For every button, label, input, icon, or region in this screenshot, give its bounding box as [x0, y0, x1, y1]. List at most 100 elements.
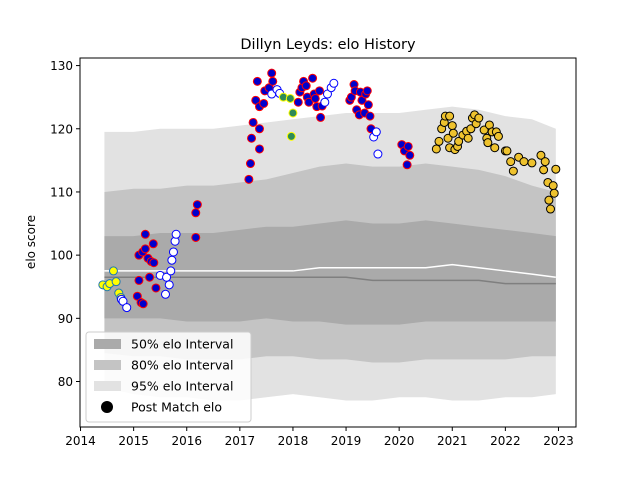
data-point [145, 272, 155, 282]
data-point [539, 165, 549, 175]
data-point [447, 121, 457, 131]
data-point [527, 158, 537, 168]
data-point [111, 277, 121, 287]
data-point [247, 133, 257, 143]
data-point [254, 144, 264, 154]
data-point [268, 76, 278, 86]
legend-box [85, 331, 252, 423]
y-axis-label: elo score [24, 215, 38, 269]
data-point [506, 157, 516, 167]
data-point [434, 136, 444, 146]
x-tick-label: 2015 [118, 434, 149, 448]
data-point [371, 127, 381, 137]
x-tick-label: 2022 [490, 434, 521, 448]
data-point [245, 159, 255, 169]
y-axis: 80 90 100 110 120 130 [50, 59, 80, 389]
x-tick-label: 2016 [171, 434, 202, 448]
data-point [148, 239, 158, 249]
x-tick-label: 2020 [384, 434, 415, 448]
data-point [508, 166, 518, 176]
data-point [373, 149, 383, 159]
legend-label: Post Match elo [131, 400, 222, 415]
data-point [536, 150, 546, 160]
data-point [443, 133, 453, 143]
x-tick-label: 2023 [543, 434, 574, 448]
data-point [285, 93, 295, 103]
data-point [402, 160, 412, 170]
data-point [254, 124, 264, 134]
legend-label: 95% elo Interval [131, 379, 233, 394]
x-tick-label: 2014 [65, 434, 96, 448]
data-point [431, 144, 441, 154]
data-point [191, 232, 201, 242]
data-point [171, 229, 181, 239]
data-point [315, 86, 325, 96]
data-point [329, 78, 339, 88]
x-tick-label: 2019 [331, 434, 362, 448]
data-point [191, 208, 201, 218]
data-point [138, 299, 148, 309]
y-tick-label: 130 [50, 59, 73, 73]
data-point [463, 133, 473, 143]
data-point [167, 255, 177, 265]
y-tick-label: 120 [50, 122, 73, 136]
data-point [549, 188, 559, 198]
data-point [454, 136, 464, 146]
legend: 50% elo Interval 80% elo Interval 95% elo … [85, 331, 252, 423]
data-point [316, 112, 326, 122]
data-point [134, 275, 144, 285]
legend-marker [101, 401, 113, 413]
data-point [551, 164, 561, 174]
data-point [540, 157, 550, 167]
plot-area [79, 57, 577, 428]
y-tick-label: 90 [58, 312, 73, 326]
data-point [403, 141, 413, 151]
data-point [160, 289, 170, 299]
data-point [363, 100, 373, 110]
x-tick-label: 2021 [437, 434, 468, 448]
y-tick-label: 80 [58, 375, 73, 389]
data-point [546, 204, 556, 214]
data-point [140, 244, 150, 254]
data-point [502, 146, 512, 156]
data-point [288, 108, 298, 118]
data-point [192, 200, 202, 210]
data-point [519, 157, 529, 167]
data-point [301, 81, 311, 91]
data-point [286, 131, 296, 141]
data-point [244, 174, 254, 184]
data-point [259, 98, 269, 108]
data-point [548, 181, 558, 191]
data-point [149, 258, 159, 268]
post-match-points [98, 68, 561, 313]
legend-swatch [94, 381, 121, 391]
legend-label: 80% elo Interval [131, 358, 233, 373]
legend-swatch [94, 339, 121, 349]
data-point [483, 138, 493, 148]
median-mean-lines [104, 263, 556, 285]
x-tick-label: 2017 [225, 434, 256, 448]
data-point [122, 303, 132, 313]
y-tick-label: 110 [50, 185, 73, 199]
y-tick-label: 100 [50, 249, 73, 263]
mean-line [104, 276, 556, 285]
interval-bands [104, 106, 556, 401]
data-point [308, 73, 318, 83]
data-point [490, 143, 500, 153]
median-line [104, 263, 556, 278]
data-point [448, 128, 458, 138]
data-point [405, 150, 415, 160]
data-point [466, 124, 476, 134]
data-point [365, 111, 375, 121]
data-point [267, 68, 277, 78]
data-point [166, 266, 176, 276]
data-point [362, 86, 372, 96]
data-point [252, 76, 262, 86]
data-point [493, 131, 503, 141]
chart-title: Dillyn Leyds: elo History [240, 37, 416, 53]
data-point [140, 229, 150, 239]
data-point [320, 97, 330, 107]
legend-label: 50% elo Interval [131, 337, 233, 352]
legend-swatch [94, 360, 121, 370]
